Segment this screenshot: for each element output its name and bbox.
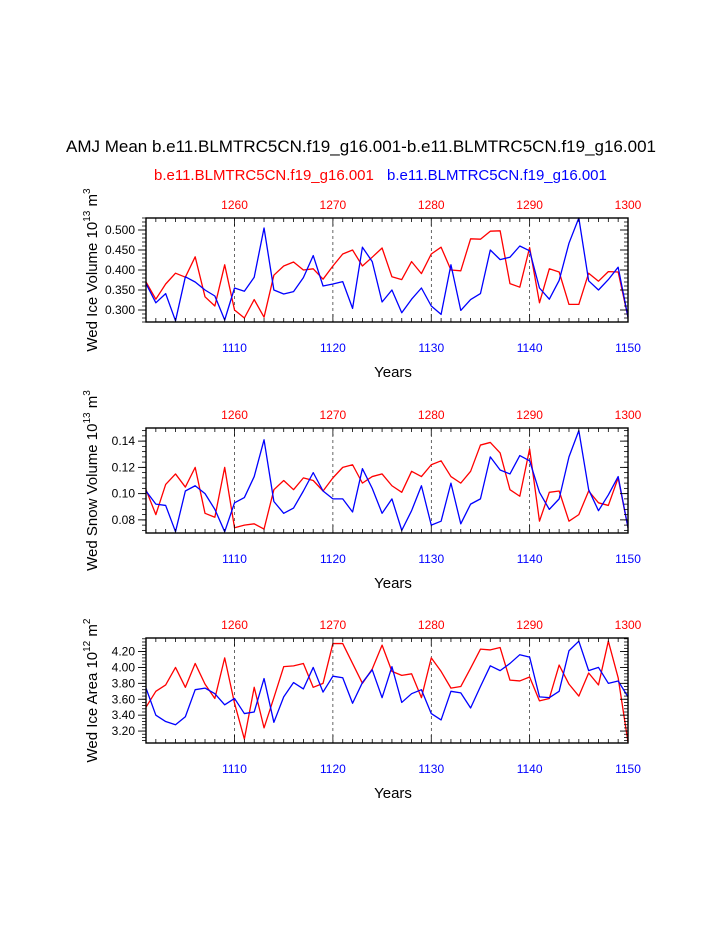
chart-title: AMJ Mean b.e11.BLMTRC5CN.f19_g16.001-b.e…: [66, 137, 656, 156]
x-top-tick-label: 1300: [615, 618, 642, 632]
series-line-red: [145, 441, 629, 530]
x-bottom-tick-label: 1140: [517, 552, 543, 566]
x-top-tick-label: 1270: [320, 408, 347, 422]
series-line-blue: [145, 429, 629, 533]
y-axis-title-part: 3: [82, 390, 93, 396]
y-tick-label: 0.10: [112, 487, 136, 501]
y-axis-title-part: 13: [82, 412, 93, 424]
plot-frame: [145, 217, 629, 323]
y-tick-label: 4.00: [112, 660, 136, 674]
x-bottom-tick-label: 1110: [222, 762, 247, 776]
y-tick-label: 3.20: [112, 724, 136, 738]
y-axis-title: Wed Snow Volume 1013 m3: [82, 390, 101, 571]
y-axis-title-part: 2: [82, 618, 93, 624]
y-tick-label: 0.350: [105, 283, 135, 297]
x-top-tick-label: 1300: [615, 408, 642, 422]
x-top-tick-label: 1280: [418, 408, 445, 422]
plot-frame: [145, 637, 629, 744]
x-top-tick-label: 1280: [418, 198, 445, 212]
x-bottom-tick-label: 1130: [418, 552, 444, 566]
y-tick-label: 0.450: [105, 243, 135, 257]
y-tick-label: 3.60: [112, 692, 136, 706]
y-tick-label: 0.500: [105, 223, 135, 237]
y-tick-label: 0.12: [112, 460, 136, 474]
legend-blue-label: b.e11.BLMTRC5CN.f19_g16.001: [387, 167, 607, 184]
series-line-blue: [145, 640, 629, 726]
x-top-tick-label: 1260: [221, 408, 248, 422]
y-axis-title-part: m: [84, 396, 101, 413]
x-top-tick-label: 1290: [516, 618, 543, 632]
x-axis-title: Years: [374, 575, 412, 592]
y-tick-label: 4.20: [112, 645, 136, 659]
y-axis-title-part: Wed Snow Volume 10: [84, 424, 101, 571]
x-bottom-tick-label: 1110: [222, 341, 247, 355]
x-bottom-tick-label: 1140: [517, 762, 543, 776]
y-tick-label: 3.40: [112, 708, 136, 722]
x-top-tick-label: 1300: [615, 198, 642, 212]
x-bottom-tick-label: 1110: [222, 552, 247, 566]
x-bottom-tick-label: 1120: [320, 552, 346, 566]
panel-2: 1110 1120 1130 1140 1150 1260 1270 1280 1290 1300…: [82, 390, 642, 592]
series-line-red: [145, 230, 629, 319]
x-top-tick-label: 1270: [320, 618, 347, 632]
y-axis-title-part: m: [84, 194, 101, 211]
legend-red-label: b.e11.BLMTRC5CN.f19_g16.001: [154, 167, 374, 184]
x-bottom-tick-label: 1130: [418, 762, 444, 776]
plot-frame: [145, 427, 629, 534]
y-axis-title-part: Wed Ice Area 10: [84, 652, 101, 763]
series-line-blue: [145, 217, 629, 322]
x-top-tick-label: 1290: [516, 408, 543, 422]
y-tick-label: 0.400: [105, 263, 135, 277]
y-axis-title: Wed Ice Area 1012 m2: [82, 618, 101, 762]
y-tick-label: 3.80: [112, 676, 136, 690]
series-line-red: [145, 640, 629, 743]
y-axis-title: Wed Ice Volume 1013 m3: [82, 188, 101, 352]
y-tick-label: 0.300: [105, 303, 135, 317]
x-bottom-tick-label: 1150: [615, 762, 641, 776]
x-bottom-tick-label: 1150: [615, 552, 641, 566]
y-axis-title-part: 13: [82, 210, 93, 222]
panel-1: 1110 1120 1130 1140 1150 1260 1270 1280 1290 1300…: [82, 188, 642, 381]
x-top-tick-label: 1280: [418, 618, 445, 632]
panels: 1110 1120 1130 1140 1150 1260 1270 1280 1290 1300…: [82, 188, 642, 802]
x-bottom-tick-label: 1120: [320, 762, 346, 776]
x-bottom-tick-label: 1130: [418, 341, 444, 355]
x-top-tick-label: 1290: [516, 198, 543, 212]
x-top-tick-label: 1270: [320, 198, 347, 212]
x-bottom-tick-label: 1150: [615, 341, 641, 355]
x-axis-title: Years: [374, 785, 412, 802]
panel-3: 1110 1120 1130 1140 1150 1260 1270 1280 1290 1300…: [82, 618, 642, 802]
y-axis-title-part: Wed Ice Volume 10: [84, 222, 101, 352]
y-axis-title-part: 12: [82, 640, 93, 652]
y-tick-label: 0.14: [112, 434, 136, 448]
x-bottom-tick-label: 1140: [517, 341, 543, 355]
y-axis-title-part: m: [84, 624, 101, 641]
x-bottom-tick-label: 1120: [320, 341, 346, 355]
x-axis-title: Years: [374, 364, 412, 381]
y-tick-label: 0.08: [112, 513, 136, 527]
x-top-tick-label: 1260: [221, 618, 248, 632]
x-top-tick-label: 1260: [221, 198, 248, 212]
y-axis-title-part: 3: [82, 188, 93, 194]
